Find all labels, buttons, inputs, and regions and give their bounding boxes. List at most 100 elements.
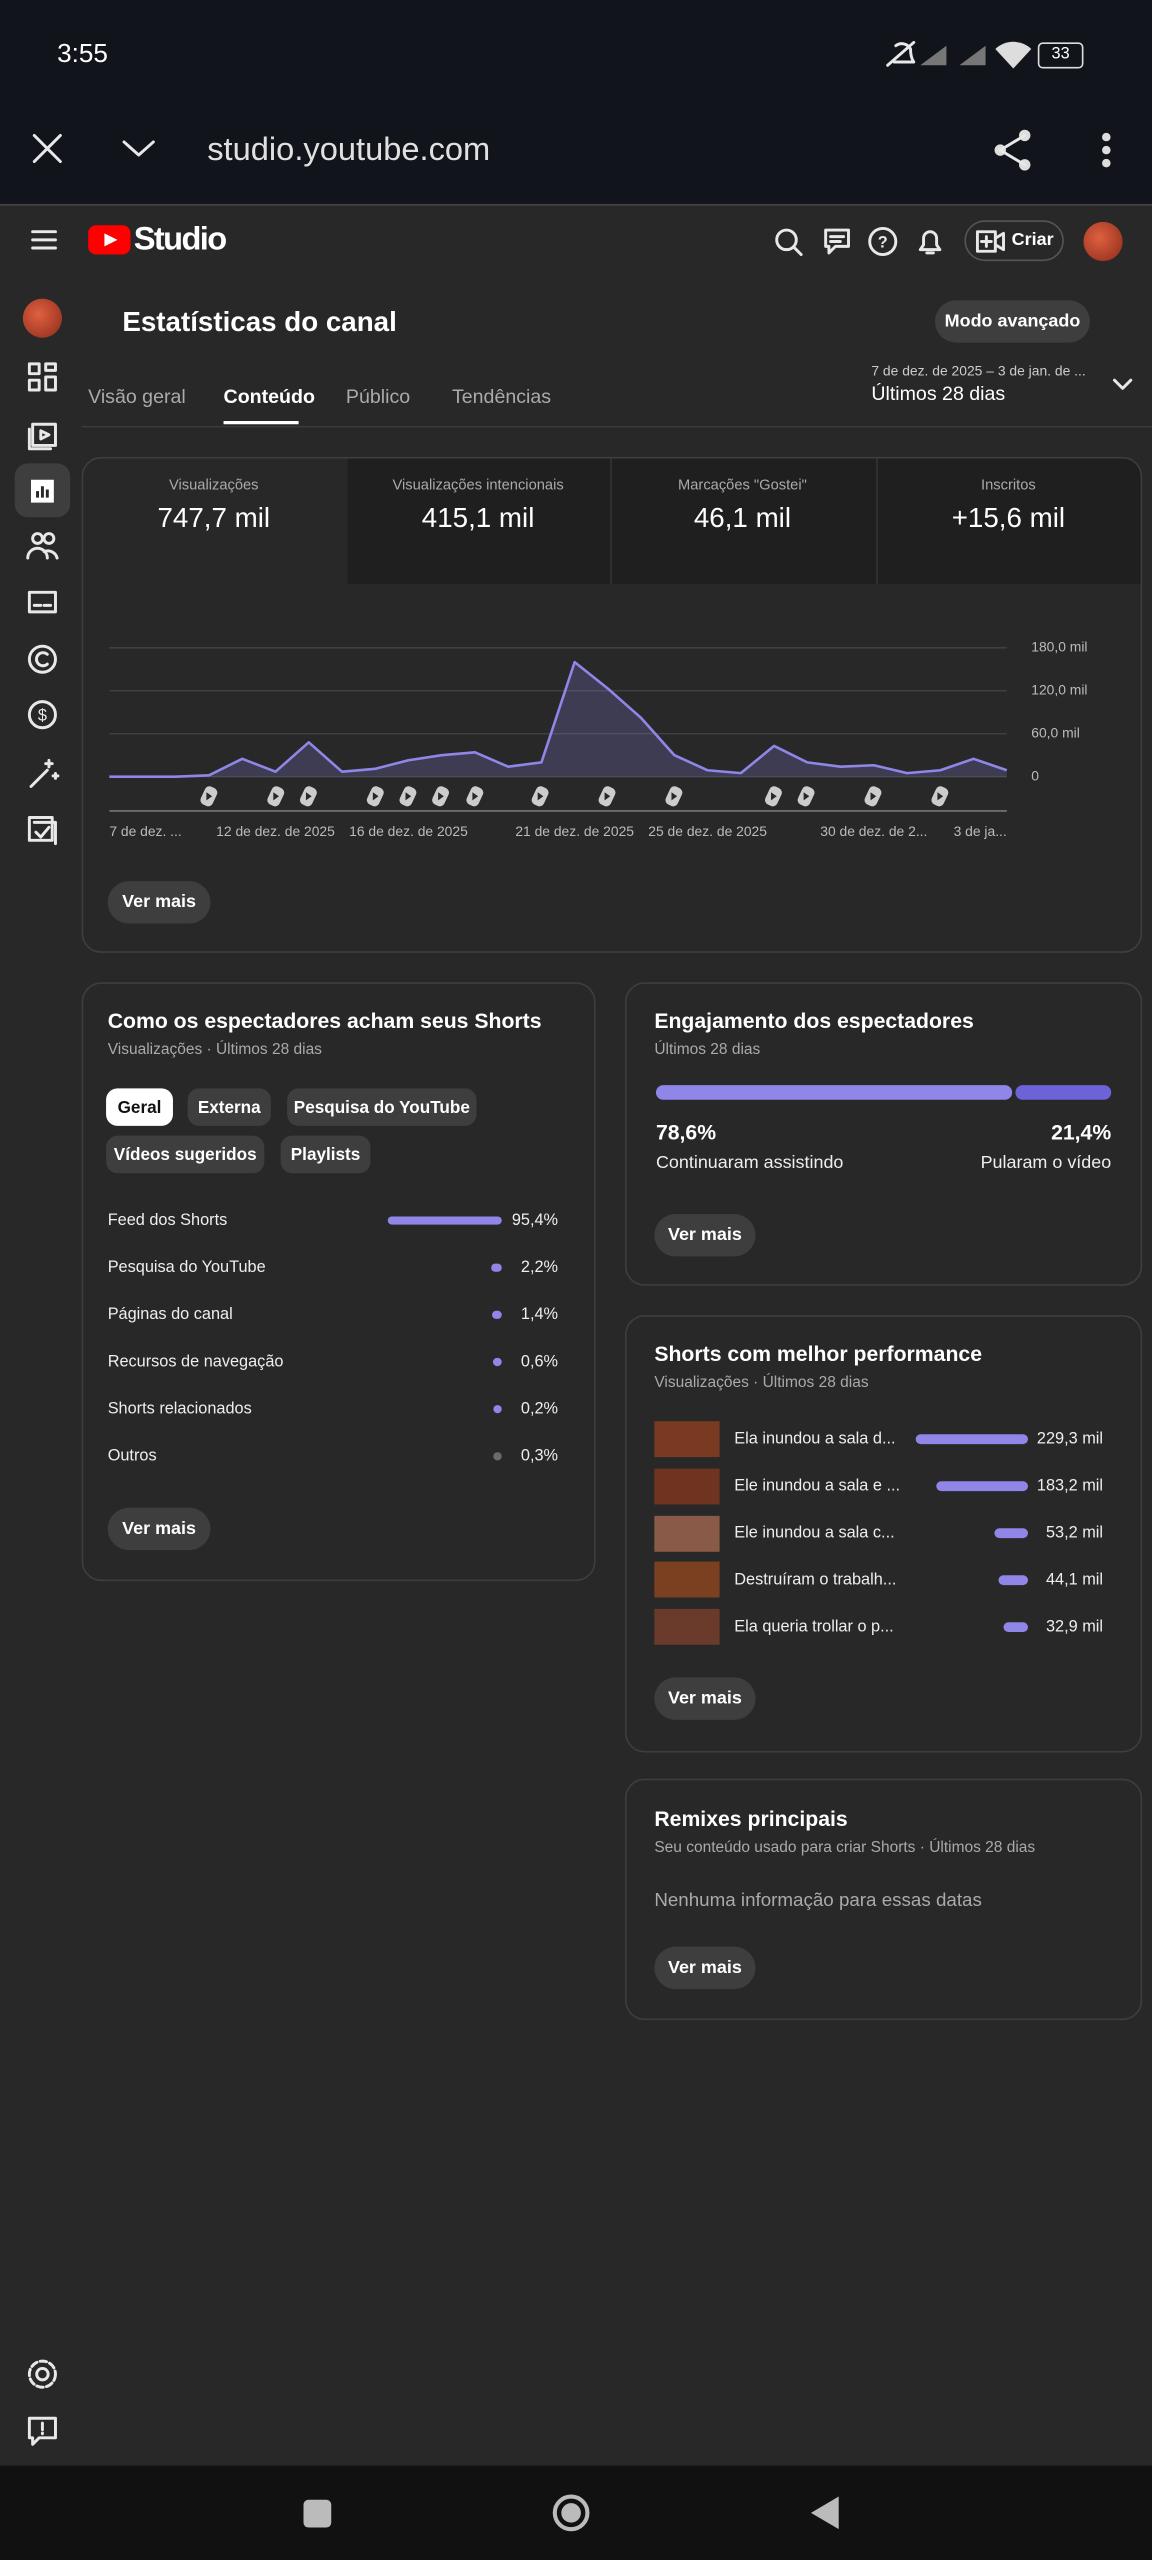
source-name: Shorts relacionados	[108, 1399, 252, 1417]
short-title: Ela inundou a sala d...	[734, 1429, 895, 1447]
close-icon[interactable]	[29, 131, 65, 167]
card-title: Shorts com melhor performance	[654, 1341, 983, 1366]
y-tick-label: 0	[1031, 767, 1039, 783]
source-name: Recursos de navegação	[108, 1352, 284, 1370]
period[interactable]: Últimos 28 dias	[871, 381, 1006, 405]
status-icons	[886, 40, 1032, 69]
url[interactable]: studio.youtube.com	[207, 132, 491, 169]
date-range[interactable]: 7 de dez. de 2025 – 3 de jan. de ...	[871, 362, 1086, 379]
hamburger[interactable]	[31, 228, 57, 251]
metric-label[interactable]: Visualizações	[168, 476, 259, 493]
x-tick-label: 12 de dez. de 2025	[216, 823, 335, 839]
source-value: 95,4%	[512, 1211, 558, 1229]
short-title: Destruíram o trabalh...	[734, 1570, 896, 1588]
source-value: 0,6%	[521, 1352, 558, 1370]
engagement-value: 78,6%	[656, 1122, 716, 1145]
source-value: 0,3%	[521, 1447, 558, 1465]
share-icon[interactable]	[992, 129, 1034, 171]
filter-chip-active[interactable]: Geral	[106, 1088, 173, 1126]
divider	[876, 458, 878, 585]
wifi-icon	[995, 41, 1032, 69]
filter-chip[interactable]: Pesquisa do YouTube	[287, 1088, 477, 1126]
source-name: Outros	[108, 1447, 157, 1465]
more-button[interactable]: Ver mais	[654, 1946, 756, 1990]
filter-chip[interactable]: Vídeos sugeridos	[106, 1135, 265, 1174]
metric-value[interactable]: 46,1 mil	[693, 502, 792, 534]
tab-underline	[223, 420, 299, 425]
short-value: 229,3 mil	[1037, 1429, 1103, 1447]
metric-value[interactable]: 415,1 mil	[421, 502, 535, 534]
create-icon	[975, 230, 1005, 253]
card-title: Como os espectadores acham seus Shorts	[107, 1008, 542, 1033]
card-subtitle: Visualizações · Últimos 28 dias	[654, 1373, 869, 1392]
more-button[interactable]: Ver mais	[654, 1214, 756, 1257]
metric-value[interactable]: 747,7 mil	[157, 502, 271, 534]
divider	[81, 425, 1152, 428]
page-title: Estatísticas do canal	[122, 306, 397, 338]
remixes-card	[624, 1778, 1143, 2021]
filter-chip[interactable]: Externa	[187, 1088, 271, 1126]
tab[interactable]: Tendências	[451, 385, 552, 408]
metric-value[interactable]: +15,6 mil	[951, 502, 1066, 534]
card-title: Engajamento dos espectadores	[654, 1008, 974, 1033]
tab[interactable]: Público	[345, 385, 411, 408]
short-value: 32,9 mil	[1046, 1617, 1103, 1635]
engagement-bar	[655, 1085, 1013, 1100]
sources-card	[81, 982, 596, 1582]
logo-text[interactable]: Studio	[133, 221, 227, 258]
metric-label[interactable]: Inscritos	[981, 476, 1036, 493]
x-tick-label: 3 de ja...	[954, 823, 1007, 839]
more-button[interactable]: Ver mais	[654, 1677, 756, 1720]
sidebar-icons[interactable]: $	[24, 359, 60, 849]
tab[interactable]: Visão geral	[88, 385, 186, 408]
line	[109, 660, 1008, 779]
divider	[610, 458, 612, 585]
signal-icon	[920, 45, 986, 66]
engagement-label: Pularam o vídeo	[981, 1152, 1112, 1172]
more-button[interactable]: Ver mais	[107, 881, 211, 924]
svg-text:?: ?	[878, 233, 888, 251]
battery: 33	[1037, 42, 1084, 69]
y-tick-label: 60,0 mil	[1031, 724, 1080, 740]
avatar[interactable]	[1083, 221, 1123, 262]
engagement-card	[624, 982, 1143, 1286]
nav-buttons[interactable]	[294, 2490, 849, 2536]
metric-label[interactable]: Visualizações intencionais	[392, 476, 564, 493]
menu-icon[interactable]	[1097, 131, 1117, 170]
source-value: 1,4%	[521, 1305, 558, 1323]
more-button[interactable]: Ver mais	[107, 1507, 211, 1551]
short-title: Ele inundou a sala e ...	[734, 1476, 900, 1494]
channel-avatar[interactable]	[22, 298, 63, 338]
y-tick-label: 120,0 mil	[1031, 681, 1087, 697]
youtube-logo[interactable]	[88, 225, 131, 255]
thumbnails	[654, 1421, 720, 1645]
filter-chip[interactable]: Playlists	[280, 1135, 371, 1174]
engagement-value: 21,4%	[1051, 1122, 1111, 1145]
metric-strip	[347, 458, 1141, 585]
create-button[interactable]	[964, 220, 1064, 262]
source-name: Páginas do canal	[108, 1305, 233, 1323]
card-subtitle: Seu conteúdo usado para criar Shorts · Ú…	[654, 1838, 1036, 1857]
top-shorts-card	[624, 1315, 1143, 1753]
engagement-label: Continuaram assistindo	[656, 1152, 843, 1172]
header-icons[interactable]: ?	[773, 225, 992, 258]
dropdown-icon[interactable]	[1111, 377, 1134, 393]
sidebar-bottom-icons[interactable]	[24, 2356, 60, 2451]
metric-label[interactable]: Marcações "Gostei"	[678, 476, 807, 493]
x-tick-label: 21 de dez. de 2025	[515, 823, 634, 839]
x-tick-label: 30 de dez. de 2...	[820, 823, 927, 839]
collapse-icon[interactable]	[119, 135, 158, 161]
mute-icon	[886, 40, 916, 67]
short-value: 53,2 mil	[1046, 1523, 1103, 1541]
create-label[interactable]: Criar	[1011, 230, 1054, 250]
tab-active[interactable]: Conteúdo	[223, 385, 315, 408]
advanced-mode-button[interactable]: Modo avançado	[934, 300, 1090, 343]
card-title: Remixes principais	[654, 1806, 848, 1831]
clock: 3:55	[57, 40, 108, 69]
divider	[0, 203, 1152, 206]
short-value: 183,2 mil	[1037, 1476, 1103, 1494]
empty-message: Nenhuma informação para essas datas	[654, 1891, 982, 1911]
engagement-bar	[1015, 1085, 1112, 1100]
